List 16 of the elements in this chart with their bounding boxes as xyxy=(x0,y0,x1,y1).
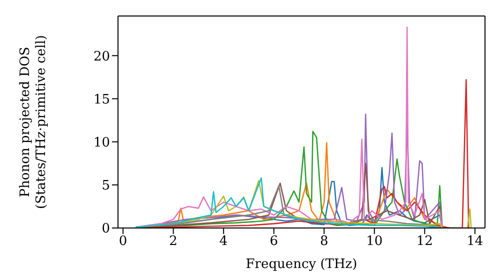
y-tick-label: 0 xyxy=(102,222,110,237)
x-tick-label: 6 xyxy=(270,234,278,250)
x-tick-label: 0 xyxy=(118,234,128,250)
x-axis-title: Frequency (THz) xyxy=(246,257,358,272)
y-axis-title: Phonon projected DOS (States/THz·primitive cell) xyxy=(18,34,50,210)
x-tick-label: 14 xyxy=(466,234,484,250)
y-tick-label: 5 xyxy=(102,178,110,194)
x-tick-label: 10 xyxy=(366,234,383,250)
x-tick-label: 2 xyxy=(169,234,178,250)
x-tick-label: 8 xyxy=(320,234,328,250)
y-tick-label: 15 xyxy=(93,92,110,108)
x-tick-label: 12 xyxy=(416,234,433,250)
x-tick-label: 4 xyxy=(219,234,228,250)
y-tick-label: 10 xyxy=(93,135,110,150)
line-series xyxy=(134,26,443,228)
y-tick-label: 20 xyxy=(93,49,110,64)
